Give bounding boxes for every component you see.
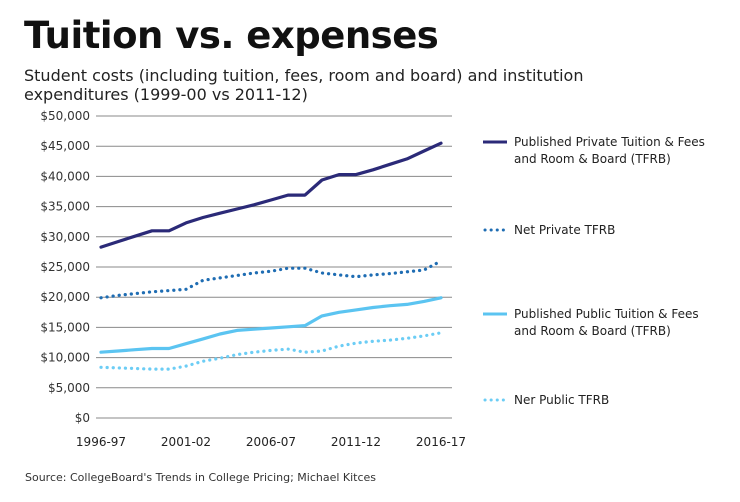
chart-title: Tuition vs. expenses	[24, 14, 439, 57]
y-tick-label: $5,000	[48, 381, 90, 395]
legend-label: and Room & Board (TFRB)	[514, 152, 671, 166]
series-lines	[99, 141, 443, 371]
legend-label: and Room & Board (TFRB)	[514, 324, 671, 338]
x-tick-label: 2011-12	[331, 435, 381, 449]
y-axis-ticks: $0 $5,000 $10,000 $15,000 $20,000 $25,000 $30,…	[40, 109, 90, 425]
series-line-4	[99, 331, 443, 371]
y-tick-label: $45,000	[40, 139, 90, 153]
chart-subtitle: Student costs (including tuition, fees, …	[24, 66, 584, 104]
legend-label: Ner Public TFRB	[514, 393, 609, 407]
y-tick-label: $50,000	[40, 109, 90, 123]
legend: Published Private Tuition & Fees and Room…	[483, 135, 705, 407]
series-line-2	[99, 259, 443, 300]
y-tick-label: $30,000	[40, 230, 90, 244]
y-tick-label: $20,000	[40, 290, 90, 304]
series-line-3	[99, 296, 443, 354]
y-tick-label: $10,000	[40, 351, 90, 365]
y-tick-label: $35,000	[40, 200, 90, 214]
source-note: Source: CollegeBoard's Trends in College…	[25, 471, 377, 484]
legend-label: Net Private TFRB	[514, 223, 615, 237]
legend-label: Published Private Tuition & Fees	[514, 135, 705, 149]
x-tick-label: 2016-17	[416, 435, 466, 449]
y-tick-label: $40,000	[40, 169, 90, 183]
x-tick-label: 2001-02	[161, 435, 211, 449]
series-line-1	[99, 141, 443, 249]
y-tick-label: $25,000	[40, 260, 90, 274]
y-tick-label: $0	[75, 411, 90, 425]
x-axis-ticks: 1996-97 2001-02 2006-07 2011-12 2016-17	[76, 435, 466, 449]
x-tick-label: 1996-97	[76, 435, 126, 449]
x-tick-label: 2006-07	[246, 435, 296, 449]
y-tick-label: $15,000	[40, 320, 90, 334]
legend-label: Published Public Tuition & Fees	[514, 307, 699, 321]
